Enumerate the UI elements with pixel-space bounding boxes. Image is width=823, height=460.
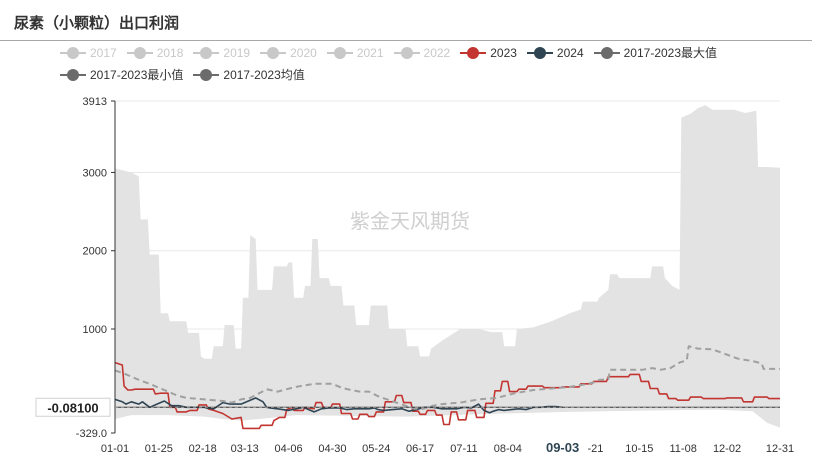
pointer-x-label: 09-03 bbox=[546, 440, 579, 455]
x-tick-label: 07-11 bbox=[450, 443, 477, 455]
watermark: 紫金天风期货 bbox=[350, 209, 470, 233]
legend-item-2017-2023均值[interactable]: 2017-2023均值 bbox=[193, 68, 305, 82]
legend-label: 2017-2023均值 bbox=[223, 68, 305, 82]
legend-label: 2017 bbox=[90, 46, 117, 60]
legend-label: 2020 bbox=[290, 46, 317, 60]
legend-label: 2018 bbox=[156, 46, 184, 60]
legend-label: 2023 bbox=[490, 46, 517, 60]
legend-item-2022[interactable]: 2022 bbox=[393, 46, 451, 60]
legend-label: 2017-2023最小值 bbox=[90, 68, 184, 82]
x-tick-label: 12-02 bbox=[713, 443, 741, 455]
pointer-y-label: -0.08100 bbox=[47, 400, 98, 415]
legend-row-2: 2017-2023最小值 2017-2023均值 bbox=[60, 64, 820, 86]
max-min-band bbox=[115, 105, 780, 428]
legend-item-2024[interactable]: 2024 bbox=[526, 46, 584, 60]
legend-marker-icon bbox=[326, 47, 353, 59]
y-tick-label: 3000 bbox=[83, 167, 107, 179]
legend-item-2017-2023最小值[interactable]: 2017-2023最小值 bbox=[60, 69, 183, 81]
x-tick-label: 04-30 bbox=[318, 443, 346, 455]
chart-title: 尿素（小颗粒）出口利润 bbox=[14, 14, 180, 32]
legend-label: 2019 bbox=[223, 46, 251, 60]
legend-marker-icon bbox=[60, 69, 86, 81]
legend-marker-icon bbox=[460, 47, 487, 59]
x-tick-label: 03-13 bbox=[231, 443, 259, 455]
pointer-y-box bbox=[35, 397, 111, 417]
legend-marker-icon bbox=[60, 47, 86, 59]
x-tick-label: 02-18 bbox=[189, 443, 217, 455]
x-tick-label: 11-08 bbox=[670, 443, 697, 455]
x-tick-label: 01-01 bbox=[101, 443, 129, 455]
legend-label: 2021 bbox=[356, 46, 384, 60]
legend-marker-icon bbox=[260, 47, 287, 59]
x-tick-label: 06-17 bbox=[406, 443, 434, 455]
x-tick-label: 04-06 bbox=[274, 443, 302, 455]
legend-label: 2024 bbox=[556, 46, 584, 60]
legend-item-2017[interactable]: 2017 bbox=[60, 47, 117, 59]
y-tick-label: 1000 bbox=[83, 324, 107, 336]
x-tick-label: 08-04 bbox=[494, 443, 522, 455]
legend-marker-icon bbox=[193, 69, 220, 81]
legend-marker-icon bbox=[126, 47, 153, 59]
x-tick-label: 05-24 bbox=[362, 443, 390, 455]
y-tick-label: 2000 bbox=[83, 246, 107, 258]
x-tick-label: 10-15 bbox=[625, 443, 653, 455]
y-tick-label: -329.0 bbox=[76, 428, 107, 440]
x-tick-label: 12-31 bbox=[766, 443, 794, 455]
legend-marker-icon bbox=[393, 47, 420, 59]
legend-marker-icon bbox=[526, 47, 553, 59]
x-tick-label: 01-25 bbox=[145, 443, 173, 455]
axis-pointer: -0.08100 09-03 bbox=[35, 397, 780, 455]
legend-item-2021[interactable]: 2021 bbox=[326, 46, 384, 60]
legend-item-2023[interactable]: 2023 bbox=[460, 47, 517, 59]
series-line-2023 bbox=[114, 361, 780, 430]
legend-marker-icon bbox=[193, 47, 220, 59]
legend-item-2019[interactable]: 2019 bbox=[193, 47, 250, 59]
legend-item-2018[interactable]: 2018 bbox=[126, 46, 184, 60]
series-line-2017-2023均值 bbox=[114, 345, 780, 410]
legend-label: 2017-2023最大值 bbox=[623, 46, 718, 60]
title-bar: 尿素（小颗粒）出口利润 bbox=[0, 0, 812, 41]
legend-item-2017-2023最大值[interactable]: 2017-2023最大值 bbox=[593, 46, 718, 60]
x-tick-label: -21 bbox=[588, 443, 604, 455]
legend-label: 2022 bbox=[423, 46, 451, 60]
y-tick-label: 3913 bbox=[83, 96, 107, 108]
legend-row-1: 2017 2018 2019 2020 2021 2022 2023 2024 2017-202… bbox=[60, 42, 820, 64]
legend-item-2020[interactable]: 2020 bbox=[260, 47, 317, 59]
legend-marker-icon bbox=[593, 47, 620, 59]
chart-legend: 2017 2018 2019 2020 2021 2022 2023 2024 2017-202… bbox=[60, 42, 820, 86]
